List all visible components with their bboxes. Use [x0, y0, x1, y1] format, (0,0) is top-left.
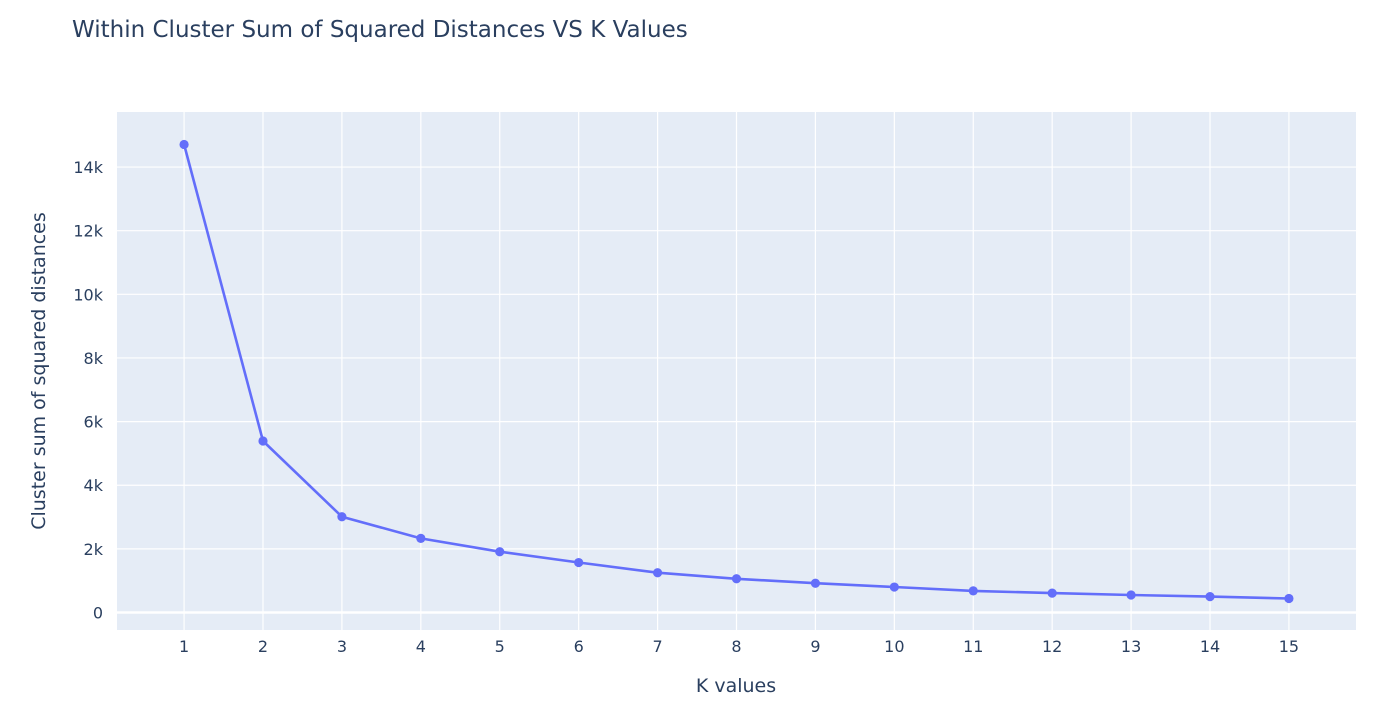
- x-tick-label: 7: [652, 637, 662, 656]
- x-tick-label: 10: [884, 637, 904, 656]
- y-tick-label: 6k: [84, 413, 104, 432]
- x-tick-label: 11: [963, 637, 983, 656]
- data-point: [968, 586, 978, 596]
- data-point: [731, 574, 742, 584]
- data-point: [652, 568, 663, 578]
- y-tick-label: 12k: [73, 222, 103, 241]
- x-gridlines: [183, 112, 1290, 630]
- y-tick-labels: 0 2k 4k 6k 8k 10k 12k 14k: [73, 158, 103, 622]
- data-point: [1284, 593, 1294, 604]
- x-tick-label: 5: [495, 637, 505, 656]
- x-tick-label: 12: [1042, 637, 1062, 656]
- data-point: [495, 547, 505, 557]
- data-point: [416, 533, 426, 543]
- x-tick-label: 2: [258, 637, 268, 656]
- y-gridlines: [117, 166, 1356, 614]
- x-tick-label: 9: [810, 637, 820, 656]
- data-point: [574, 557, 584, 568]
- x-tick-labels: 1 2 3 4 5 6 7 8 9 10 11 12 13 14 15: [179, 637, 1299, 656]
- x-tick-label: 6: [574, 637, 584, 656]
- data-point: [1126, 590, 1136, 600]
- data-point: [179, 139, 189, 150]
- data-point: [337, 512, 347, 522]
- x-tick-label: 1: [179, 637, 189, 656]
- x-tick-label: 14: [1200, 637, 1220, 656]
- y-tick-label: 8k: [84, 349, 104, 368]
- x-tick-label: 4: [416, 637, 426, 656]
- y-tick-label: 2k: [84, 540, 104, 559]
- y-axis-title: Cluster sum of squared distances: [28, 212, 50, 530]
- y-tick-label: 14k: [73, 158, 103, 177]
- y-tick-label: 10k: [73, 285, 103, 304]
- data-point: [1205, 591, 1215, 602]
- x-tick-label: 15: [1279, 637, 1299, 656]
- chart-title: Within Cluster Sum of Squared Distances …: [72, 17, 688, 43]
- x-axis-title: K values: [696, 675, 776, 697]
- data-point: [1047, 588, 1057, 598]
- data-point: [889, 582, 899, 592]
- data-point: [258, 436, 268, 446]
- y-tick-label: 4k: [84, 476, 104, 495]
- y-tick-label: 0: [93, 604, 103, 623]
- x-tick-label: 13: [1121, 637, 1141, 656]
- data-point: [810, 578, 821, 588]
- series-group: [179, 139, 1294, 604]
- x-tick-label: 8: [731, 637, 741, 656]
- x-tick-label: 3: [337, 637, 347, 656]
